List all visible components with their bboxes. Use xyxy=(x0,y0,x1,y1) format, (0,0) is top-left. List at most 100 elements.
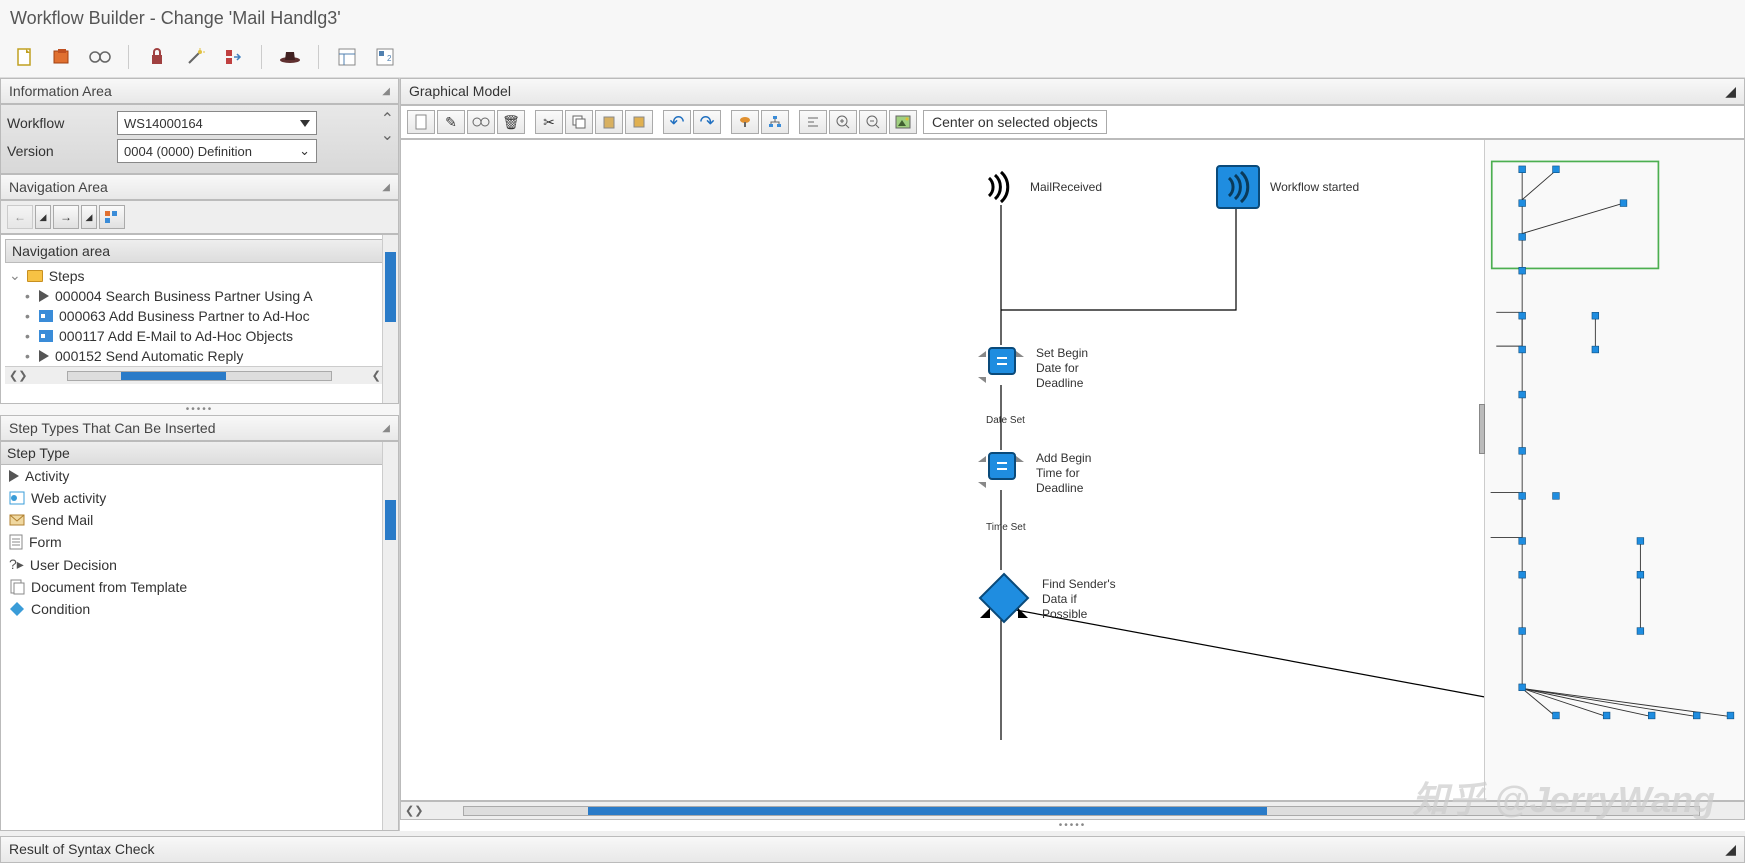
nav-back-menu[interactable]: ◢ xyxy=(35,205,51,229)
workflow-label: Workflow xyxy=(7,115,117,131)
steptype-item[interactable]: Send Mail xyxy=(1,509,398,531)
collapse-icon: ◢ xyxy=(382,423,390,434)
lock-button[interactable] xyxy=(143,43,171,71)
center-label[interactable]: Center on selected objects xyxy=(923,110,1107,134)
result-bar[interactable]: Result of Syntax Check ◢ xyxy=(0,836,1745,863)
import-button[interactable] xyxy=(219,43,247,71)
steptype-item[interactable]: Web activity xyxy=(1,487,398,509)
nav-toolbar: ← ◢ → ◢ xyxy=(0,200,399,234)
canvas-hscroll[interactable]: ❮❯ xyxy=(400,801,1745,820)
tree-item-label: 000117 Add E-Mail to Ad-Hoc Objects xyxy=(59,328,293,344)
tree-item[interactable]: •000117 Add E-Mail to Ad-Hoc Objects xyxy=(5,326,394,346)
picture-button[interactable] xyxy=(889,110,917,134)
steptype-label: Send Mail xyxy=(31,512,93,528)
canvas-splitter[interactable]: ••••• xyxy=(400,820,1745,831)
wand-button[interactable] xyxy=(181,43,209,71)
tree-vscroll[interactable] xyxy=(382,235,398,403)
activity-icon xyxy=(9,470,19,482)
tree-root[interactable]: ⌄ Steps xyxy=(5,265,394,286)
wf-node-label: Add BeginTime forDeadline xyxy=(1036,451,1091,496)
tree-item-label: 000004 Search Business Partner Using A xyxy=(55,288,313,304)
splitter-dots[interactable]: ••••• xyxy=(0,404,399,415)
wf-node-label: Find Sender'sData ifPossible xyxy=(1042,577,1116,622)
canvas-toolbar: ✎ 🗑 ✂ ↶ ↷ Center on selected objects xyxy=(400,105,1745,139)
layout1-button[interactable] xyxy=(333,43,361,71)
steptype-item[interactable]: Document from Template xyxy=(1,576,398,598)
chevron-down-icon xyxy=(300,120,310,127)
decision-icon: ?▸ xyxy=(9,556,24,573)
workflow-canvas[interactable]: Date SetTime SetMailReceivedWorkflow sta… xyxy=(401,140,1484,800)
flow-icon xyxy=(39,330,53,342)
tree-item-label: 000063 Add Business Partner to Ad-Hoc xyxy=(59,308,310,324)
new-button[interactable] xyxy=(407,110,435,134)
info-area-body: Workflow WS14000164 Version 0004 (0000) … xyxy=(0,104,399,174)
left-column: Information Area ◢ Workflow WS14000164 V… xyxy=(0,78,400,831)
nav-area-header[interactable]: Navigation Area ◢ xyxy=(0,174,399,200)
nav-tree-panel: Navigation area ⌄ Steps •000004 Search B… xyxy=(0,234,399,404)
nav-area-title: Navigation Area xyxy=(9,179,108,195)
scroll-down-icon[interactable]: ⌄ xyxy=(381,129,394,143)
steptype-col-header: Step Type xyxy=(1,442,398,465)
wf-node-add_begin[interactable]: Add BeginTime forDeadline xyxy=(976,450,1091,497)
steptype-item[interactable]: Condition xyxy=(1,598,398,620)
tree-item[interactable]: •000152 Send Automatic Reply xyxy=(5,346,394,366)
undo-button[interactable]: ↶ xyxy=(663,110,691,134)
wf-node-find_sender[interactable]: Find Sender'sData ifPossible xyxy=(976,570,1116,629)
block-button[interactable] xyxy=(625,110,653,134)
wf-node-label: MailReceived xyxy=(1030,180,1102,195)
wf-node-wf_start[interactable]: Workflow started xyxy=(1216,165,1359,209)
mail-icon xyxy=(9,513,25,527)
glasses-button[interactable] xyxy=(86,43,114,71)
steptype-item[interactable]: ?▸ User Decision xyxy=(1,553,398,576)
minimap-handle[interactable] xyxy=(1479,404,1485,454)
tree-item-label: 000152 Send Automatic Reply xyxy=(55,348,243,364)
edit-button[interactable]: ✎ xyxy=(437,110,465,134)
version-select[interactable]: 0004 (0000) Definition ⌄ xyxy=(117,139,317,163)
tree-hscroll[interactable]: ❮❯❮❯ xyxy=(5,366,394,384)
workflow-input[interactable]: WS14000164 xyxy=(117,111,317,135)
glasses-button[interactable] xyxy=(467,110,495,134)
agent-button[interactable] xyxy=(731,110,759,134)
nav-fwd-button[interactable]: → xyxy=(53,205,79,229)
tree-item[interactable]: •000063 Add Business Partner to Ad-Hoc xyxy=(5,306,394,326)
info-area-header[interactable]: Information Area ◢ xyxy=(0,78,399,104)
condition-icon xyxy=(976,570,1032,629)
nav-layout-button[interactable] xyxy=(99,205,125,229)
svg-text:2: 2 xyxy=(387,54,392,63)
nav-fwd-menu[interactable]: ◢ xyxy=(81,205,97,229)
edge-label: Time Set xyxy=(986,522,1026,533)
minimap[interactable] xyxy=(1484,140,1744,800)
hat-button[interactable] xyxy=(276,43,304,71)
info-area-title: Information Area xyxy=(9,83,112,99)
tree-item[interactable]: •000004 Search Business Partner Using A xyxy=(5,286,394,306)
layout2-button[interactable]: 2 xyxy=(371,43,399,71)
activity-icon xyxy=(976,345,1026,392)
steptype-label: User Decision xyxy=(30,557,117,573)
steptype-label: Document from Template xyxy=(31,579,187,595)
steptype-item[interactable]: Activity xyxy=(1,465,398,487)
steptype-vscroll[interactable] xyxy=(382,442,398,830)
zoom-out-button[interactable] xyxy=(859,110,887,134)
event-icon xyxy=(976,165,1020,209)
activity-icon xyxy=(39,350,49,362)
paste-button[interactable] xyxy=(595,110,623,134)
copy-button[interactable] xyxy=(565,110,593,134)
wf-node-set_begin[interactable]: Set BeginDate forDeadline xyxy=(976,345,1088,392)
delete-button[interactable]: 🗑 xyxy=(497,110,525,134)
wf-node-mail_recv[interactable]: MailReceived xyxy=(976,165,1102,209)
steptype-item[interactable]: Form xyxy=(1,531,398,553)
align-button[interactable] xyxy=(799,110,827,134)
tree-button[interactable] xyxy=(761,110,789,134)
redo-button[interactable]: ↷ xyxy=(693,110,721,134)
steptype-label: Web activity xyxy=(31,490,106,506)
canvas-scroll[interactable]: Date SetTime SetMailReceivedWorkflow sta… xyxy=(401,140,1484,800)
cut-button[interactable]: ✂ xyxy=(535,110,563,134)
activity-icon xyxy=(39,290,49,302)
scroll-up-icon[interactable]: ⌃ xyxy=(381,113,394,127)
new-button[interactable] xyxy=(10,43,38,71)
zoom-in-button[interactable] xyxy=(829,110,857,134)
container-button[interactable] xyxy=(48,43,76,71)
nav-back-button[interactable]: ← xyxy=(7,205,33,229)
steptype-title: Step Types That Can Be Inserted xyxy=(9,420,216,436)
steptype-header[interactable]: Step Types That Can Be Inserted ◢ xyxy=(0,415,399,441)
